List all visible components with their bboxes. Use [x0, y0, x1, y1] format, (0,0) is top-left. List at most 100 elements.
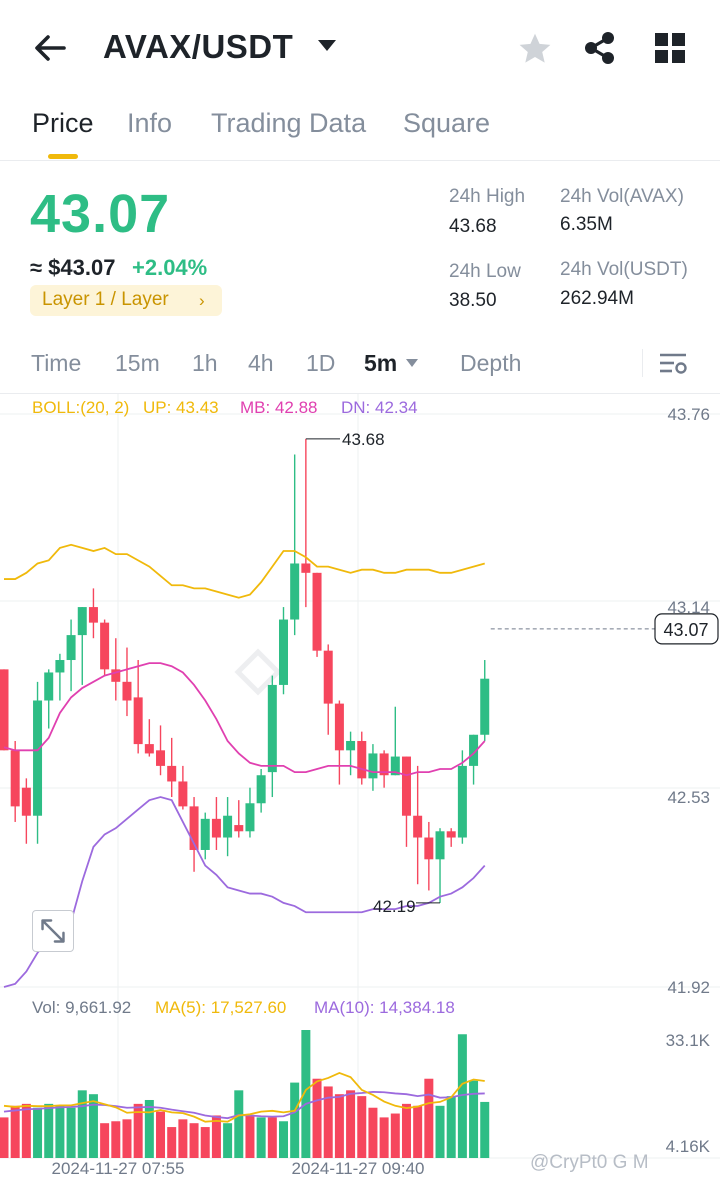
star-icon[interactable]: [516, 30, 554, 68]
interval-depth[interactable]: Depth: [460, 350, 522, 376]
interval-1h[interactable]: 1h: [192, 350, 218, 376]
interval-4h[interactable]: 4h: [248, 350, 274, 376]
candle-body: [133, 697, 143, 745]
volume-bar: [346, 1090, 356, 1158]
candle-body: [368, 753, 378, 779]
volume-bar: [368, 1107, 378, 1158]
volume-bar: [189, 1123, 199, 1158]
candle-body: [0, 669, 9, 751]
interval-time[interactable]: Time: [31, 350, 82, 376]
candle-body: [379, 753, 389, 776]
caret-down-icon[interactable]: [406, 359, 418, 367]
volume-bar: [279, 1121, 288, 1158]
tab-square[interactable]: Square: [403, 108, 491, 138]
divider: [0, 393, 720, 394]
volume-value: Vol: 9,661.92: [32, 998, 132, 1017]
volume-bar: [245, 1115, 255, 1158]
candle-body: [66, 635, 76, 661]
volume-bar: [21, 1103, 31, 1158]
interval-15m[interactable]: 15m: [115, 350, 160, 376]
back-arrow-icon[interactable]: [30, 28, 70, 68]
price-axis-label: 41.92: [667, 978, 710, 997]
low-marker-label: 42.19: [373, 897, 416, 916]
candle-body: [10, 750, 20, 807]
caret-down-icon[interactable]: [318, 40, 336, 51]
volume-bar: [323, 1086, 333, 1158]
candle-body: [290, 563, 300, 620]
volume-bar: [156, 1111, 166, 1158]
volume-bar: [413, 1105, 423, 1158]
tab-info[interactable]: Info: [127, 108, 173, 138]
candle-body: [256, 775, 266, 804]
category-tag[interactable]: [30, 285, 222, 316]
candle-body: [211, 818, 221, 838]
candle-body: [424, 837, 434, 860]
volume-bar: [211, 1115, 221, 1158]
candle-body: [189, 806, 199, 850]
vol-base-value: 6.35M: [560, 214, 613, 235]
candle-body: [156, 750, 166, 766]
boll-upper-line: [4, 543, 485, 599]
candle-body: [390, 756, 400, 776]
boll-mb-value: MB: 42.88: [240, 398, 318, 417]
volume-ma5-line: [3, 1071, 485, 1123]
candle-body: [100, 622, 110, 670]
candle-body: [446, 831, 456, 838]
candle-body: [234, 825, 244, 832]
candle-body: [77, 607, 87, 636]
candle-body: [312, 572, 322, 651]
current-price-tag-label: 43.07: [663, 620, 708, 640]
candle-body: [111, 669, 121, 682]
volume-bar: [111, 1121, 121, 1158]
price-change-percent: +2.04%: [132, 255, 208, 280]
price-axis-label: 43.76: [667, 405, 710, 424]
creator-watermark: @CryPt0 G M: [530, 1152, 649, 1173]
tab-trading-data[interactable]: Trading Data: [211, 108, 367, 138]
volume-axis-label: 4.16K: [666, 1137, 711, 1156]
volume-axis-label: 33.1K: [666, 1031, 711, 1050]
boll-lower-line: [3, 796, 486, 988]
volume-bar: [457, 1034, 467, 1158]
volume-bar: [167, 1127, 177, 1158]
tab-price[interactable]: Price: [32, 108, 94, 138]
interval-1d[interactable]: 1D: [306, 350, 336, 376]
volume-bar: [446, 1096, 456, 1158]
candle-body: [413, 815, 423, 838]
volume-bar: [401, 1103, 411, 1158]
volume-bar: [144, 1099, 154, 1158]
boll-params: BOLL:(20, 2): [32, 398, 130, 417]
candle-body: [435, 831, 445, 860]
volume-bar: [469, 1080, 479, 1158]
active-tab-indicator: [48, 154, 78, 159]
grid-icon[interactable]: [652, 30, 688, 66]
candle-body: [33, 700, 43, 816]
chart-settings-icon[interactable]: [658, 350, 688, 378]
candle-body: [144, 744, 154, 754]
high-value: 43.68: [449, 216, 497, 237]
volume-bar: [88, 1094, 98, 1158]
candlestick-chart[interactable]: 43.68 42.19 43.07 43.76 43.14 42.53 41.92 33.1K…: [0, 394, 720, 1187]
volume-bar: [200, 1127, 210, 1158]
share-icon[interactable]: [580, 28, 620, 68]
volume-bar: [256, 1117, 266, 1158]
high-marker-label: 43.68: [342, 430, 385, 449]
fiat-value: ≈ $43.07: [30, 255, 116, 280]
trading-pair-title[interactable]: AVAX/USDT: [103, 28, 294, 65]
candle-body: [469, 734, 479, 766]
volume-bar: [480, 1101, 490, 1158]
fullscreen-expand-icon[interactable]: [32, 910, 74, 952]
candle-body: [245, 803, 255, 832]
volume-bar: [312, 1078, 322, 1158]
volume-bar: [334, 1094, 344, 1158]
boll-dn-value: DN: 42.34: [341, 398, 418, 417]
boll-middle-line: [3, 662, 486, 777]
interval-5m[interactable]: 5m: [364, 350, 398, 376]
candle-body: [200, 818, 210, 850]
time-axis-label: 2024-11-27 09:40: [292, 1159, 425, 1178]
price-axis-label: 42.53: [667, 788, 710, 807]
volume-bar: [66, 1107, 76, 1158]
volume-bar: [178, 1119, 188, 1158]
current-price-tag: [654, 613, 719, 645]
candle-body: [55, 660, 65, 673]
high-label: 24h High: [449, 186, 526, 207]
